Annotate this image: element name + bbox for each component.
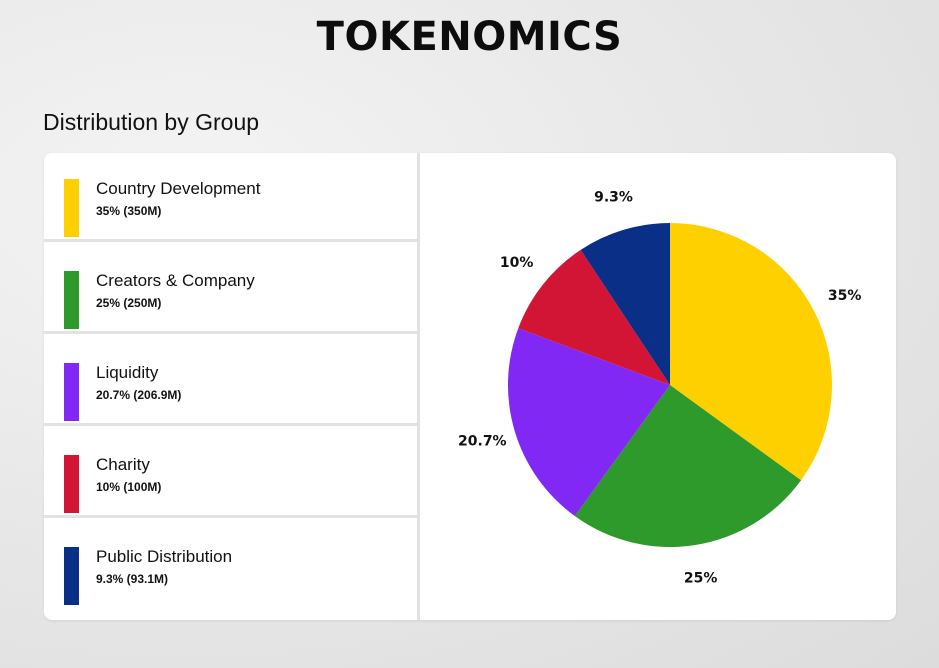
legend-name: Charity — [96, 455, 150, 474]
legend-swatch — [64, 179, 79, 237]
legend-swatch — [64, 271, 79, 329]
pie-slice-label: 9.3% — [594, 189, 633, 205]
chart-card: Country Development 35% (350M) Creators … — [44, 153, 896, 620]
pie-slice-country-development — [670, 223, 832, 481]
legend-name: Creators & Company — [96, 271, 255, 290]
legend-value: 35% (350M) — [96, 204, 162, 218]
legend-swatch — [64, 455, 79, 513]
pie-slice-charity — [518, 249, 670, 385]
pie-slice-label: 25% — [684, 571, 718, 587]
page-title: TOKENOMICS — [316, 14, 623, 60]
legend-value: 9.3% (93.1M) — [96, 572, 169, 586]
legend-value: 25% (250M) — [96, 296, 162, 310]
legend-name: Public Distribution — [96, 547, 233, 566]
legend-item-country-development: Country Development 35% (350M) — [44, 153, 420, 242]
legend-panel: Country Development 35% (350M) Creators … — [44, 153, 420, 620]
pie-slice-creators-company — [574, 385, 802, 547]
legend-item-charity: Charity 10% (100M) — [44, 429, 420, 518]
legend-item-creators-company: Creators & Company 25% (250M) — [44, 245, 420, 334]
legend-name: Country Development — [96, 179, 261, 198]
pie-chart: 35% 25% 20.7% 10% 9.3% — [458, 189, 861, 586]
legend-swatch — [64, 363, 79, 421]
pie-slice-label: 20.7% — [458, 433, 507, 449]
pie-slice-label: 35% — [828, 288, 862, 304]
legend-item-public-distribution: Public Distribution 9.3% (93.1M) — [44, 521, 420, 610]
legend-value: 20.7% (206.9M) — [96, 388, 182, 402]
pie-slices — [508, 223, 832, 547]
pie-labels: 35% 25% 20.7% 10% 9.3% — [458, 189, 861, 586]
chart-subtitle: Distribution by Group — [43, 109, 260, 135]
legend-swatch — [64, 547, 79, 605]
legend-item-liquidity: Liquidity 20.7% (206.9M) — [44, 337, 420, 426]
pie-slice-public-distribution — [580, 223, 670, 385]
pie-slice-liquidity — [508, 328, 670, 517]
legend-name: Liquidity — [96, 363, 159, 382]
pie-slice-label: 10% — [500, 255, 534, 271]
legend-value: 10% (100M) — [96, 480, 162, 494]
